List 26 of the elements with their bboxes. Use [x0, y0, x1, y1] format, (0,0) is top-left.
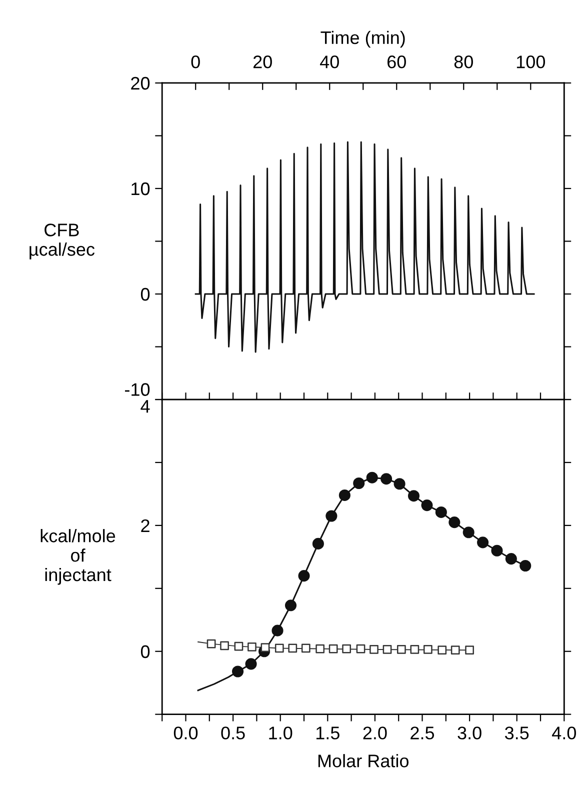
x-tick-label: 2.0 — [363, 726, 387, 740]
y-tick-label: 2 — [141, 519, 150, 532]
x-tick-label: 1.5 — [316, 726, 340, 740]
x-tick-label: 4.0 — [552, 726, 576, 740]
y-axis-title: kcal/mole of injectant — [40, 529, 116, 585]
x-tick-label: 100 — [516, 56, 546, 68]
x-tick-label: 80 — [454, 56, 473, 68]
y-tick-label: 0 — [140, 288, 150, 301]
x-axis-title: Molar Ratio — [318, 754, 409, 768]
x-tick-label: 0 — [191, 56, 200, 68]
x-tick-label: 60 — [388, 56, 406, 68]
x-tick-label: 1.0 — [269, 726, 292, 740]
y-tick-label: 10 — [132, 182, 150, 196]
x-tick-label: 40 — [320, 56, 339, 68]
x-tick-label: 0.5 — [221, 726, 245, 740]
y-tick-label: 20 — [131, 76, 150, 90]
y-tick-label: 4 — [140, 400, 150, 413]
x-tick-label: 2.5 — [410, 726, 434, 740]
y-tick-label: -10 — [125, 383, 150, 396]
x-tick-label: 0.0 — [174, 726, 198, 740]
x-tick-label: 3.5 — [504, 726, 529, 740]
x-tick-label: 3.0 — [458, 726, 482, 740]
y-tick-label: 0 — [140, 645, 150, 658]
y-axis-title: CFB µcal/sec — [30, 224, 95, 260]
x-axis-title: Time (min) — [320, 30, 405, 48]
x-tick-label: 20 — [253, 56, 272, 68]
